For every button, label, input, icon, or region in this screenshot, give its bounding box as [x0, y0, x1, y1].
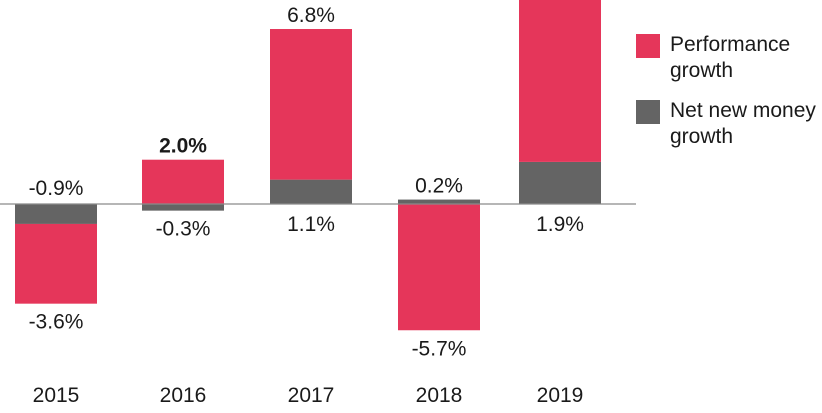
label-net-new-money-2015: -0.9% — [29, 177, 84, 200]
label-performance-2015: -3.6% — [29, 311, 84, 334]
label-net-new-money-2017: 1.1% — [287, 213, 335, 236]
data-labels-group: -3.6%-0.9%2.0%-0.3%6.8%1.1%-5.7%0.2%7.5%… — [29, 4, 584, 360]
legend-item-net-new-money: Net new money growth — [636, 98, 822, 150]
bar-performance-2017 — [270, 29, 352, 180]
legend-item-performance: Performance growth — [636, 32, 822, 84]
x-tick-2017: 2017 — [288, 384, 335, 407]
legend: Performance growth Net new money growth — [636, 32, 822, 164]
bar-performance-2018 — [398, 204, 480, 331]
bar-net-new-money-2018 — [398, 199, 480, 204]
bar-performance-2019 — [519, 0, 601, 162]
x-axis-ticks: 2015 2016 2017 2018 2019 — [33, 384, 584, 407]
x-tick-2015: 2015 — [33, 384, 80, 407]
legend-label-performance: Performance growth — [670, 33, 791, 82]
x-tick-2019: 2019 — [537, 384, 584, 407]
label-performance-2018: -5.7% — [412, 337, 467, 360]
label-net-new-money-2016: -0.3% — [156, 218, 211, 241]
legend-swatch-net-new-money — [636, 100, 660, 124]
label-performance-2017: 6.8% — [287, 4, 335, 27]
x-tick-2016: 2016 — [160, 384, 207, 407]
bar-net-new-money-2016 — [142, 204, 224, 211]
bar-performance-2015 — [15, 223, 97, 304]
bars-group — [15, 0, 601, 331]
label-performance-2016: 2.0% — [159, 135, 207, 158]
x-tick-2018: 2018 — [416, 384, 463, 407]
label-net-new-money-2018: 0.2% — [415, 175, 463, 198]
bar-performance-2016 — [142, 159, 224, 204]
bar-net-new-money-2019 — [519, 161, 601, 204]
legend-swatch-performance — [636, 34, 660, 58]
bar-net-new-money-2017 — [270, 179, 352, 204]
legend-label-net-new-money: Net new money growth — [670, 99, 816, 148]
label-net-new-money-2019: 1.9% — [536, 213, 584, 236]
bar-net-new-money-2015 — [15, 204, 97, 224]
